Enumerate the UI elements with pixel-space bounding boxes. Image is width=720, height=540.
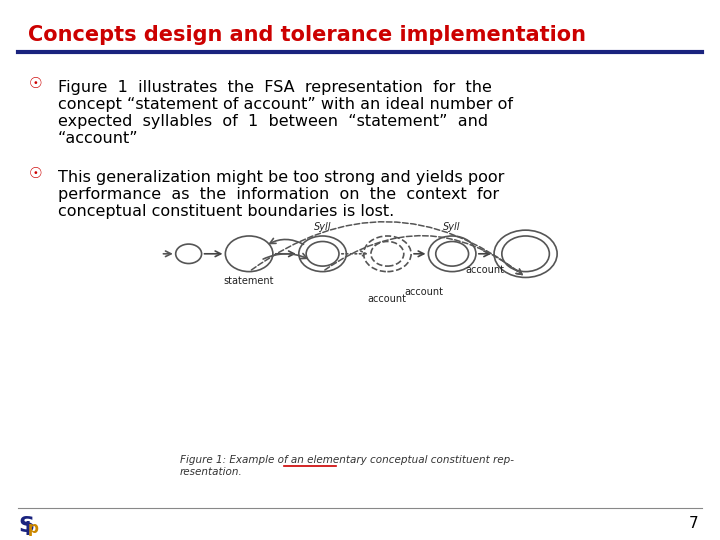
Text: conceptual constituent boundaries is lost.: conceptual constituent boundaries is los…: [58, 204, 395, 219]
Text: performance  as  the  information  on  the  context  for: performance as the information on the co…: [58, 187, 499, 202]
Text: p: p: [28, 521, 39, 536]
Text: Figure 1: Example of an elementary conceptual constituent rep-: Figure 1: Example of an elementary conce…: [180, 455, 514, 465]
Text: Figure  1  illustrates  the  FSA  representation  for  the: Figure 1 illustrates the FSA representat…: [58, 80, 492, 95]
Text: statement: statement: [224, 275, 274, 286]
Text: This generalization might be too strong and yields poor: This generalization might be too strong …: [58, 170, 505, 185]
Text: ☉: ☉: [30, 166, 42, 181]
Text: account: account: [368, 294, 407, 305]
Text: Concepts design and tolerance implementation: Concepts design and tolerance implementa…: [28, 25, 586, 45]
Text: account: account: [466, 265, 505, 275]
Text: account: account: [405, 287, 444, 296]
Text: l: l: [25, 521, 31, 539]
Text: 7: 7: [688, 516, 698, 531]
Text: resentation.: resentation.: [180, 467, 243, 477]
Text: “account”: “account”: [58, 131, 139, 146]
Text: concept “statement of account” with an ideal number of: concept “statement of account” with an i…: [58, 97, 513, 112]
Text: S: S: [18, 516, 34, 536]
Text: Syll: Syll: [314, 222, 331, 232]
Text: ☉: ☉: [30, 77, 42, 91]
Text: Syll: Syll: [444, 222, 461, 232]
Text: expected  syllables  of  1  between  “statement”  and: expected syllables of 1 between “stateme…: [58, 114, 488, 129]
